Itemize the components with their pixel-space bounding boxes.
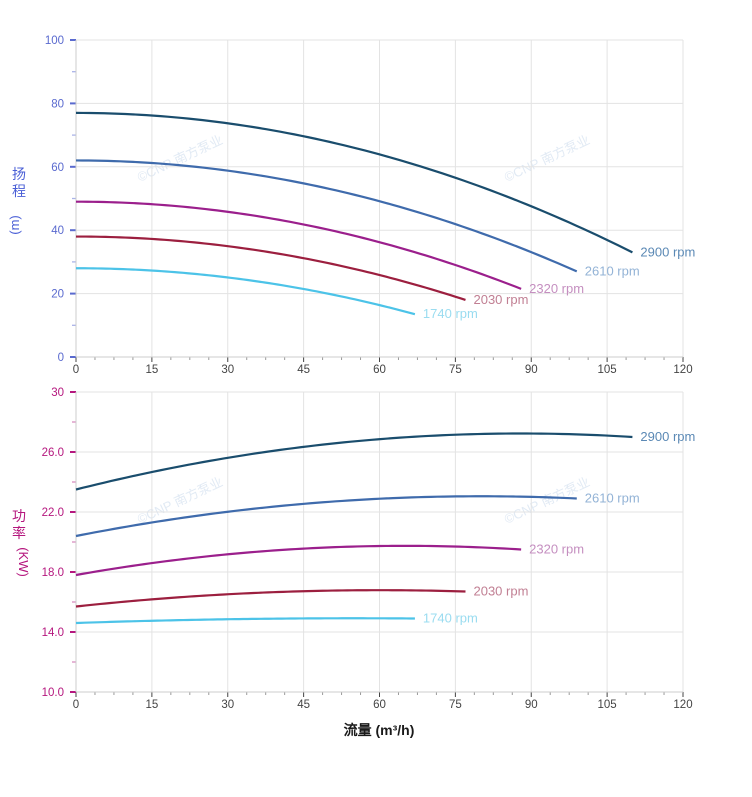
svg-text:0: 0 [73, 364, 79, 376]
svg-text:45: 45 [297, 699, 310, 711]
svg-text:扬: 扬 [12, 166, 26, 182]
svg-text:120: 120 [673, 699, 692, 711]
svg-text:功: 功 [12, 508, 26, 524]
svg-text:40: 40 [51, 225, 64, 237]
svg-text:程: 程 [12, 183, 26, 199]
svg-text:105: 105 [598, 364, 617, 376]
svg-text:90: 90 [525, 699, 538, 711]
svg-text:75: 75 [449, 364, 462, 376]
svg-text:75: 75 [449, 699, 462, 711]
svg-text:18.0: 18.0 [42, 567, 64, 579]
svg-text:2900 rpm: 2900 rpm [640, 429, 695, 444]
svg-text:30: 30 [221, 699, 234, 711]
svg-text:1740 rpm: 1740 rpm [423, 611, 478, 626]
svg-text:15: 15 [145, 364, 158, 376]
svg-text:流量 (m³/h): 流量 (m³/h) [344, 722, 415, 738]
svg-text:22.0: 22.0 [42, 507, 64, 519]
svg-text:率: 率 [12, 525, 26, 541]
svg-text:30: 30 [51, 387, 64, 399]
svg-text:80: 80 [51, 98, 64, 110]
svg-text:2610 rpm: 2610 rpm [585, 263, 640, 278]
svg-text:60: 60 [51, 162, 64, 174]
svg-text:90: 90 [525, 364, 538, 376]
svg-text:0: 0 [73, 699, 79, 711]
svg-text:2030 rpm: 2030 rpm [473, 292, 528, 307]
svg-text:2320 rpm: 2320 rpm [529, 542, 584, 557]
svg-text:2610 rpm: 2610 rpm [585, 491, 640, 506]
svg-text:15: 15 [145, 699, 158, 711]
svg-text:105: 105 [598, 699, 617, 711]
svg-text:2030 rpm: 2030 rpm [473, 584, 528, 599]
svg-text:60: 60 [373, 364, 386, 376]
svg-text:60: 60 [373, 699, 386, 711]
svg-text:1740 rpm: 1740 rpm [423, 306, 478, 321]
svg-text:(m): (m) [7, 215, 22, 235]
svg-text:10.0: 10.0 [42, 687, 64, 699]
svg-text:100: 100 [45, 35, 64, 47]
svg-text:2320 rpm: 2320 rpm [529, 281, 584, 296]
svg-text:20: 20 [51, 289, 64, 301]
svg-text:26.0: 26.0 [42, 447, 64, 459]
svg-text:120: 120 [673, 364, 692, 376]
svg-text:0: 0 [58, 352, 64, 364]
svg-text:30: 30 [221, 364, 234, 376]
svg-text:2900 rpm: 2900 rpm [640, 244, 695, 259]
svg-text:14.0: 14.0 [42, 627, 64, 639]
svg-text:45: 45 [297, 364, 310, 376]
svg-text:(KW): (KW) [16, 547, 31, 577]
